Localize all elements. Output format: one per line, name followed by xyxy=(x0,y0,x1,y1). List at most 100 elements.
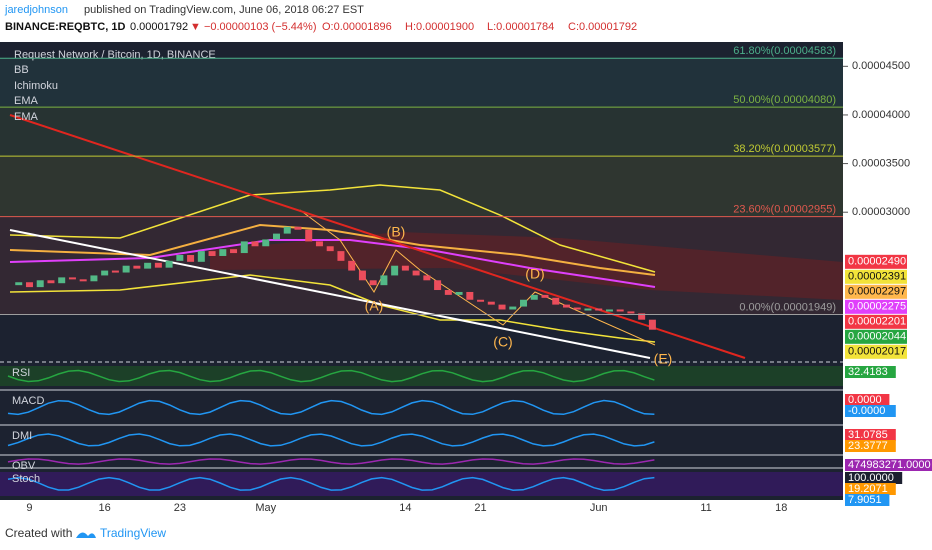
candle xyxy=(369,280,377,286)
ichimoku-cloud xyxy=(210,232,843,300)
rsi-band xyxy=(0,366,843,386)
indicator: EMA xyxy=(14,95,39,107)
price-label: 0.00002275 xyxy=(848,301,906,313)
candle xyxy=(15,282,23,286)
price-tick-label: 0.00004500 xyxy=(852,60,910,72)
pane-value: 100.0000 xyxy=(848,472,894,484)
pane-value: 31.0785 xyxy=(848,429,888,441)
price-label: 0.00002297 xyxy=(848,286,906,298)
pane-name: Stoch xyxy=(12,473,40,485)
candle xyxy=(219,249,227,256)
candle xyxy=(251,241,259,247)
price-label-bg xyxy=(845,269,907,284)
footer-bg xyxy=(0,516,932,550)
candle xyxy=(165,260,173,268)
pane-value-bg xyxy=(845,440,896,452)
chart-title: Request Network / Bitcoin, 1D, BINANCE xyxy=(14,49,216,61)
pane-value-bg xyxy=(845,459,932,471)
candle xyxy=(423,275,431,281)
low: L:0.00001784 xyxy=(487,21,554,33)
price-label-bg xyxy=(845,284,907,299)
pane-name: MACD xyxy=(12,395,44,407)
price-label: 0.00002201 xyxy=(848,316,906,328)
ema xyxy=(9,223,656,276)
trendline xyxy=(9,229,651,359)
candle xyxy=(455,291,463,295)
candle xyxy=(305,229,313,242)
price-label-bg xyxy=(845,254,907,269)
pane-value: -0.0000 xyxy=(848,405,885,417)
candle xyxy=(154,262,162,268)
candle xyxy=(466,291,474,300)
candle xyxy=(498,304,506,310)
ema xyxy=(9,239,656,288)
footer-brand[interactable]: TradingView xyxy=(100,526,166,540)
bb-lower xyxy=(9,274,656,343)
candle xyxy=(358,270,366,281)
date-label: 18 xyxy=(775,502,787,514)
candle xyxy=(101,270,109,276)
candle xyxy=(68,277,76,280)
fib-label: 38.20%(0.00003577) xyxy=(733,143,836,155)
candle xyxy=(584,308,592,311)
pane-line xyxy=(7,399,655,416)
candle xyxy=(520,299,528,307)
candles xyxy=(15,226,656,330)
pane-line xyxy=(7,369,655,383)
candle xyxy=(197,251,205,262)
candle xyxy=(348,260,356,271)
symbol: BINANCE:REQBTC, 1D xyxy=(5,21,125,33)
fib-zones xyxy=(0,58,843,315)
candle xyxy=(487,301,495,305)
fib-zone xyxy=(0,58,843,108)
candle xyxy=(477,299,485,302)
candle xyxy=(230,249,238,254)
date-label: 23 xyxy=(174,502,186,514)
candle xyxy=(412,270,420,276)
price-label: 0.00002017 xyxy=(848,346,906,358)
author[interactable]: jaredjohnson xyxy=(4,4,68,16)
wave-label: (A) xyxy=(365,298,384,314)
wave-label: (B) xyxy=(387,224,406,240)
fib-zone xyxy=(0,156,843,217)
pane-value: 0.0000 xyxy=(848,394,882,406)
wave-label: (D) xyxy=(525,266,544,282)
price-label: 0.00002391 xyxy=(848,271,906,283)
pane-value-bg xyxy=(845,366,896,378)
date-label: 14 xyxy=(399,502,411,514)
candle xyxy=(90,275,98,282)
pane-value: 474983271.0000 xyxy=(848,459,931,471)
candle xyxy=(47,280,55,284)
pane-value-bg xyxy=(845,472,903,484)
candle xyxy=(176,255,184,261)
candle xyxy=(187,255,195,262)
pane-value: 7.9051 xyxy=(848,494,882,506)
pane-line xyxy=(7,458,655,465)
fib-label: 0.00%(0.00001949) xyxy=(739,301,836,313)
pane-name: DMI xyxy=(12,430,32,442)
price-tick-label: 0.00003000 xyxy=(852,206,910,218)
pane-value-bg xyxy=(845,483,896,495)
candle xyxy=(144,262,152,269)
candle xyxy=(111,270,119,273)
wave-label: (E) xyxy=(654,351,673,367)
price-label-bg xyxy=(845,299,907,314)
candle xyxy=(240,241,248,254)
trendline xyxy=(9,114,746,359)
price-label: 0.00002490 xyxy=(848,256,906,268)
footer-created: Created with xyxy=(5,526,72,540)
date-label: 9 xyxy=(26,502,32,514)
header-bg xyxy=(0,0,932,42)
candle xyxy=(294,226,302,230)
candle xyxy=(337,251,345,261)
pane-name: OBV xyxy=(12,460,36,472)
date-label: May xyxy=(255,502,276,514)
candle xyxy=(552,297,560,305)
candle xyxy=(401,265,409,271)
candle xyxy=(391,265,399,276)
candle xyxy=(58,277,66,284)
price-label-bg xyxy=(845,344,907,359)
indicator: EMA xyxy=(14,111,39,123)
fib-zone xyxy=(0,216,843,315)
